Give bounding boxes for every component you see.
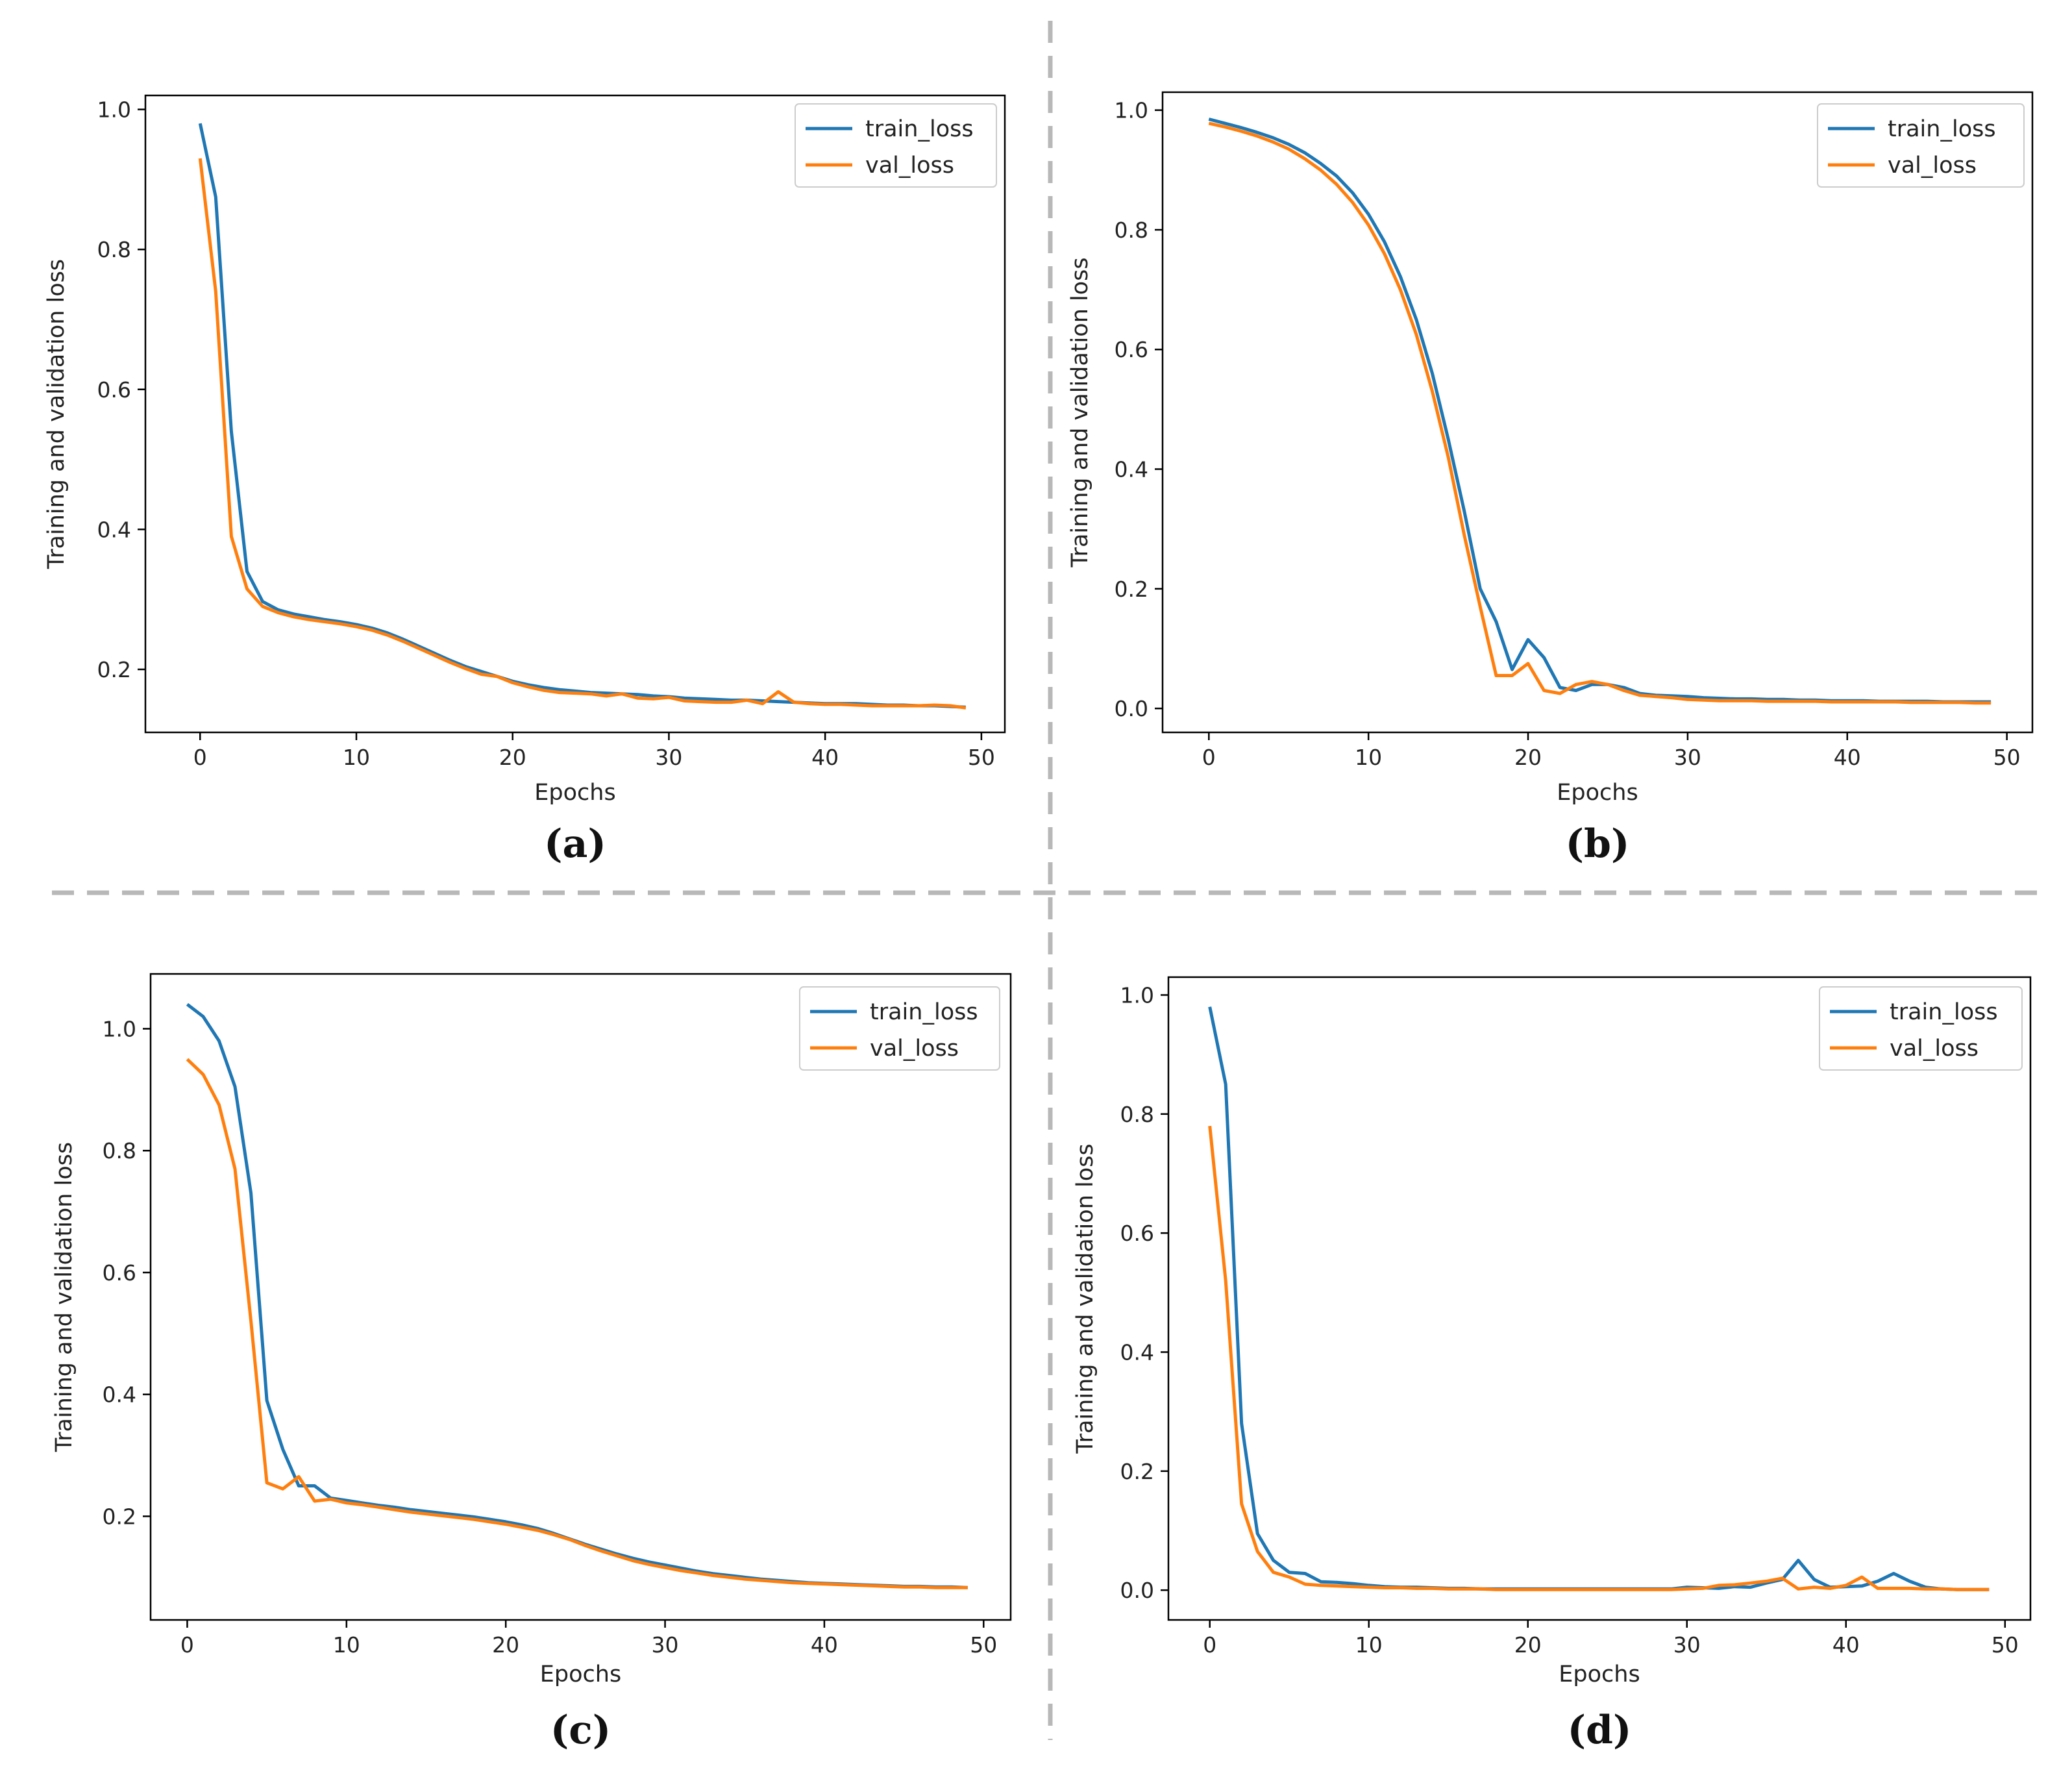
legend-label: val_loss	[870, 1036, 959, 1062]
legend-label: val_loss	[1888, 153, 1977, 179]
plot-frame	[144, 94, 1006, 734]
y-axis-label: Training and validation loss	[43, 259, 69, 569]
x-tick-label: 30	[1673, 1632, 1701, 1658]
x-tick-label: 30	[655, 745, 682, 770]
x-tick-label: 40	[1834, 745, 1861, 770]
panel-caption: (c)	[550, 1708, 611, 1753]
x-tick-label: 20	[1514, 745, 1542, 770]
y-axis-label: Training and validation loss	[51, 1142, 77, 1452]
series-line-val-loss	[198, 158, 967, 710]
y-tick-label: 0.8	[1115, 218, 1148, 243]
y-axis-label: Training and validation loss	[1072, 1143, 1098, 1454]
series-line-train-loss	[186, 1002, 968, 1589]
y-tick-label: 1.0	[1115, 98, 1148, 123]
x-tick-label: 10	[1355, 745, 1382, 770]
x-tick-label: 40	[811, 1632, 838, 1658]
x-tick-label: 20	[499, 745, 526, 770]
panel-b: 0 10 20 30 40 50 0.0 0.2 0.4 0.6 0.8 1.0 Epochs Train…	[1067, 91, 2034, 867]
y-tick-label: 0.6	[1115, 337, 1148, 362]
x-tick-label: 10	[343, 745, 370, 770]
series-line-val-loss	[1208, 121, 1992, 705]
y-tick-label: 0.6	[103, 1260, 136, 1286]
x-tick-label: 0	[1202, 745, 1216, 770]
panel-d: 0 10 20 30 40 50 0.0 0.2 0.4 0.6 0.8 1.0 Epochs Train…	[1072, 976, 2032, 1753]
legend-label: train_loss	[870, 999, 978, 1025]
y-tick-label: 0.0	[1115, 696, 1148, 721]
x-axis-label: Epochs	[1557, 780, 1638, 806]
x-axis-label: Epochs	[540, 1661, 621, 1687]
legend-label: train_loss	[1888, 116, 1996, 142]
x-tick-label: 30	[652, 1632, 679, 1658]
series-line-train-loss	[1208, 1006, 1990, 1591]
x-tick-label: 20	[1514, 1632, 1542, 1658]
series-line-train-loss	[1208, 118, 1992, 704]
y-tick-label: 0.2	[103, 1504, 136, 1529]
legend-label: train_loss	[1890, 999, 1998, 1025]
x-tick-label: 0	[180, 1632, 194, 1658]
x-axis-label: Epochs	[534, 780, 615, 806]
series-line-val-loss	[186, 1058, 968, 1589]
y-tick-label: 0.6	[1120, 1221, 1154, 1246]
y-tick-label: 0.4	[103, 1382, 136, 1408]
y-tick-label: 1.0	[103, 1016, 136, 1041]
y-tick-label: 0.0	[1120, 1578, 1154, 1603]
legend-label: val_loss	[865, 153, 954, 179]
y-tick-label: 0.8	[103, 1138, 136, 1163]
y-tick-label: 0.4	[97, 517, 131, 542]
y-tick-label: 0.6	[97, 377, 131, 403]
x-axis-label: Epochs	[1559, 1661, 1640, 1687]
x-tick-label: 50	[968, 745, 995, 770]
legend-label: train_loss	[865, 116, 974, 142]
panel-caption: (d)	[1568, 1708, 1632, 1753]
x-tick-label: 10	[1355, 1632, 1383, 1658]
y-tick-label: 0.8	[1120, 1102, 1154, 1127]
plot-frame	[1161, 91, 2034, 734]
legend-label: val_loss	[1890, 1036, 1979, 1062]
y-tick-label: 0.2	[1120, 1459, 1154, 1484]
y-tick-label: 0.8	[97, 237, 131, 262]
panel-caption: (b)	[1566, 821, 1630, 867]
y-tick-label: 1.0	[1120, 983, 1154, 1008]
x-tick-label: 0	[1203, 1632, 1216, 1658]
y-tick-label: 0.2	[1115, 577, 1148, 602]
x-tick-label: 30	[1674, 745, 1701, 770]
x-tick-label: 50	[1992, 1632, 2019, 1658]
plot-frame	[1167, 976, 2032, 1621]
x-tick-label: 40	[1832, 1632, 1860, 1658]
x-tick-label: 10	[333, 1632, 360, 1658]
y-tick-label: 0.4	[1115, 457, 1148, 482]
x-tick-label: 0	[193, 745, 207, 770]
y-tick-label: 0.4	[1120, 1340, 1154, 1365]
plot-frame	[149, 973, 1012, 1621]
panel-a: 0 10 20 30 40 50 0.2 0.4 0.6 0.8 1.0 Epochs Training…	[43, 94, 1006, 867]
panel-c: 0 10 20 30 40 50 0.2 0.4 0.6 0.8 1.0 Epochs Training…	[51, 973, 1012, 1753]
y-tick-label: 0.2	[97, 657, 131, 682]
x-tick-label: 40	[811, 745, 839, 770]
series-line-val-loss	[1208, 1125, 1990, 1591]
y-tick-label: 1.0	[97, 97, 131, 123]
x-tick-label: 50	[1993, 745, 2021, 770]
panel-caption: (a)	[544, 821, 606, 867]
y-axis-label: Training and validation loss	[1067, 257, 1093, 567]
x-tick-label: 20	[492, 1632, 519, 1658]
x-tick-label: 50	[970, 1632, 997, 1658]
